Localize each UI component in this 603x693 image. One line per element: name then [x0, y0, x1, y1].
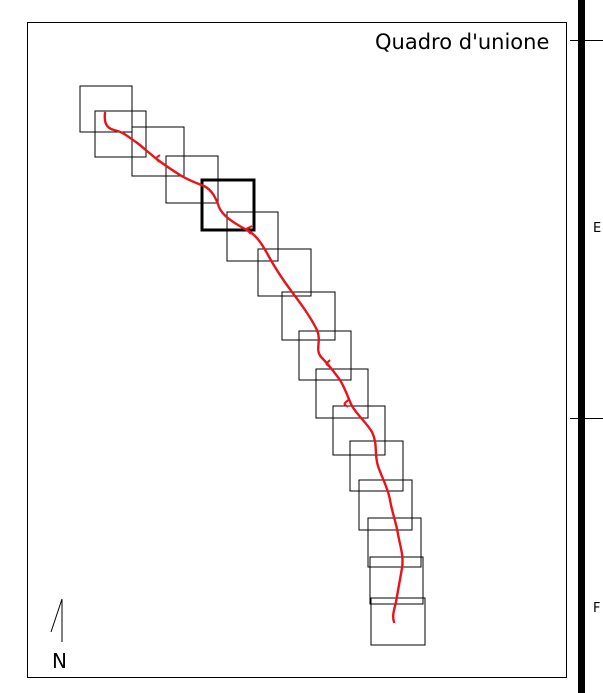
grid-tick — [570, 418, 603, 419]
north-arrow-icon — [50, 598, 63, 642]
row-label-f: F — [593, 602, 601, 616]
sheet-tile[interactable] — [315, 368, 369, 419]
grid-tick — [570, 40, 603, 41]
sheet-tile[interactable] — [370, 597, 426, 646]
map-title: Quadro d'unione — [375, 30, 550, 54]
right-panel — [569, 0, 603, 693]
sheet-tile[interactable] — [281, 291, 336, 341]
sheet-tile[interactable] — [349, 440, 404, 492]
route-markers — [155, 154, 349, 408]
sheet-tile[interactable] — [94, 110, 147, 158]
route-marker — [155, 154, 161, 163]
sheet-tile[interactable] — [298, 330, 352, 381]
route-line — [103, 111, 404, 624]
sheet-tile-highlighted[interactable] — [200, 178, 256, 232]
row-label-e: E — [593, 222, 602, 236]
sheet-tile[interactable] — [131, 126, 185, 177]
sheet-tile[interactable] — [358, 479, 413, 531]
route-marker — [325, 359, 331, 368]
sheet-tile[interactable] — [332, 405, 386, 456]
sheet-tile[interactable] — [79, 85, 133, 133]
sheet-tile[interactable] — [257, 248, 312, 297]
route-marker — [343, 399, 349, 408]
margin-bar — [578, 0, 585, 693]
sheet-tile[interactable] — [226, 211, 279, 262]
north-label: N — [52, 649, 67, 673]
sheet-tile[interactable] — [367, 517, 422, 568]
sheet-tiles — [79, 85, 426, 646]
route-marker — [245, 225, 253, 235]
